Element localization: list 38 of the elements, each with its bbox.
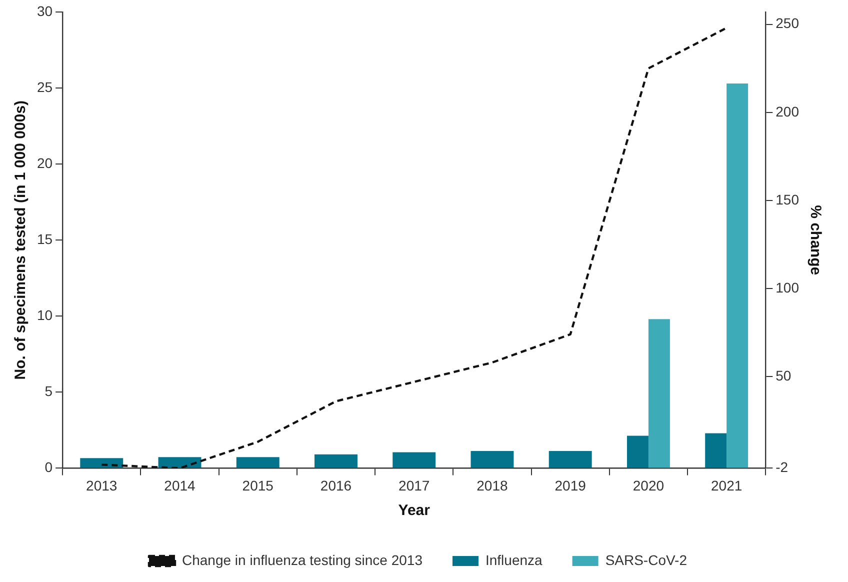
- y2-tick-label: 50: [776, 367, 792, 384]
- bar: [470, 451, 514, 468]
- line-series: [100, 26, 728, 468]
- x-tick-label: 2013: [86, 477, 118, 494]
- bar: [80, 458, 124, 468]
- y2-tick-label: 150: [776, 191, 800, 208]
- y2-tick-label: 100: [776, 279, 800, 296]
- bar: [548, 451, 592, 468]
- x-tick-label: 2014: [164, 477, 196, 494]
- x-tick-label: 2020: [632, 477, 664, 494]
- bar: [158, 457, 202, 468]
- y2-axis-title: % change: [806, 205, 824, 276]
- x-axis-title: Year: [398, 502, 430, 520]
- y-tick-label: 20: [36, 154, 53, 171]
- bar: [726, 83, 748, 468]
- y-tick-label: 25: [36, 78, 53, 95]
- bar: [648, 319, 670, 468]
- legend-label: Change in influenza testing since 2013: [182, 552, 423, 568]
- x-tick-label: 2015: [242, 477, 274, 494]
- y2-tick-label: 200: [776, 103, 800, 120]
- x-tick-label: 2019: [554, 477, 586, 494]
- x-tick-label: 2018: [476, 477, 508, 494]
- x-tick-label: 2016: [320, 477, 352, 494]
- bar: [314, 454, 358, 468]
- y2-tick-label: 250: [776, 15, 800, 32]
- y-tick-label: 0: [44, 459, 53, 476]
- bar: [392, 452, 436, 468]
- y-tick-label: 30: [36, 2, 53, 19]
- y-axis-title: No. of specimens tested (in 1 000 000s): [12, 100, 30, 380]
- y-tick-label: 10: [36, 306, 53, 323]
- y-tick-label: 15: [36, 230, 53, 247]
- bar: [236, 457, 280, 468]
- legend-label: Influenza: [485, 552, 543, 568]
- y2-tick-label: -2: [776, 459, 788, 476]
- x-tick-label: 2021: [711, 477, 742, 494]
- x-tick-label: 2017: [398, 477, 430, 494]
- legend-label: SARS-CoV-2: [605, 552, 688, 568]
- y-tick-label: 5: [44, 383, 53, 400]
